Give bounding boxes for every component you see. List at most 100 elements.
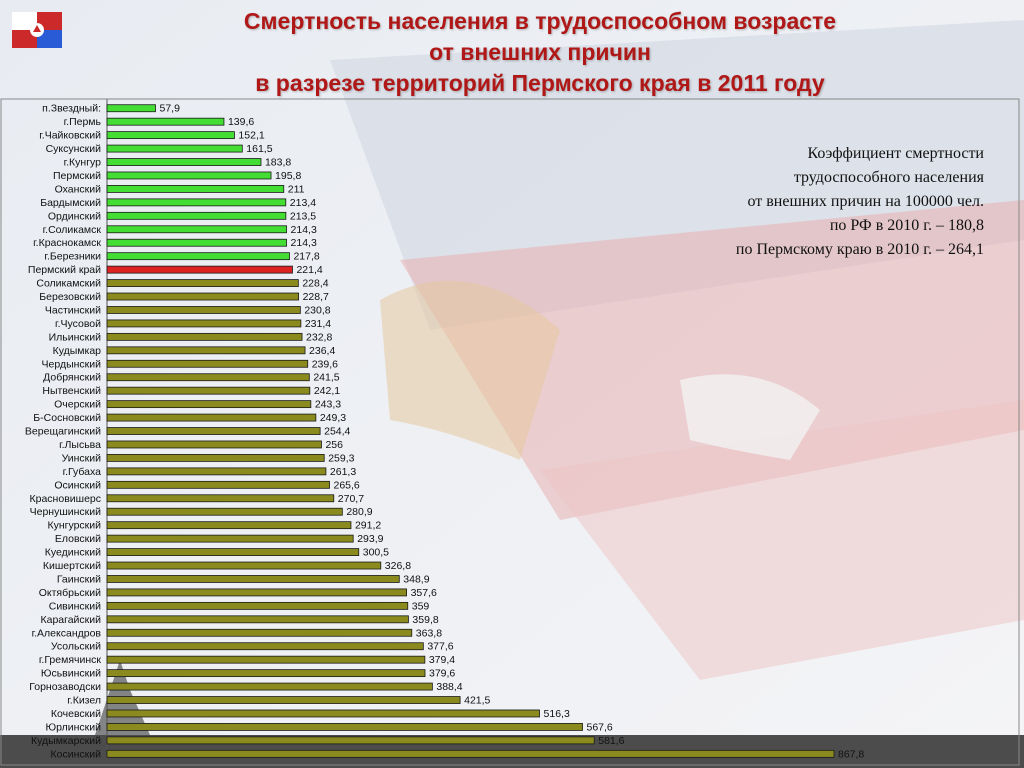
bar-value-label: 228,7 [303, 291, 329, 303]
category-label: Карагайский [40, 614, 101, 626]
bar-value-label: 249,3 [320, 412, 346, 424]
category-label: Березовский [39, 291, 101, 303]
category-label: г.Чайковский [39, 130, 101, 142]
bar-value-label: 567,6 [587, 721, 613, 733]
bar [106, 440, 322, 449]
category-label: Очерский [54, 399, 101, 411]
bar-value-label: 217,8 [293, 251, 319, 263]
bar [106, 400, 312, 409]
bar [106, 427, 321, 435]
category-label: Косинский [51, 748, 102, 760]
category-label: г.Краснокамск [33, 237, 101, 249]
bar-value-label: 214,3 [291, 237, 317, 249]
bar-value-label: 211 [288, 183, 305, 195]
bar [106, 413, 317, 422]
bar-value-label: 270,7 [338, 493, 364, 505]
category-label: Усольский [51, 641, 101, 653]
bar [106, 319, 302, 328]
category-label: Юсьвинский [41, 668, 101, 680]
bar [106, 480, 330, 489]
bar-value-label: 293,9 [357, 533, 383, 545]
bar [106, 265, 293, 274]
bar [106, 346, 306, 355]
bar-value-label: 348,9 [403, 573, 429, 585]
bar-value-label: 300,5 [363, 547, 389, 559]
category-label: Красновишерс [30, 493, 101, 505]
bar [106, 709, 540, 718]
category-label: г.Губаха [63, 466, 102, 478]
category-label: Чердынский [42, 358, 102, 370]
note-line-2: трудоспособного населения [793, 169, 984, 186]
bar-value-label: 581,6 [598, 735, 624, 747]
bar [106, 252, 290, 261]
bar-value-label: 254,4 [324, 426, 350, 438]
bar-value-label: 326,8 [385, 560, 411, 572]
bar-value-label: 516,3 [544, 708, 570, 720]
bar [106, 575, 400, 583]
category-label: Сивинский [49, 600, 101, 612]
category-label: Б-Сосновский [33, 412, 101, 424]
bar-value-label: 57,9 [160, 103, 181, 115]
reference-note: Коэффициент смертности трудоспособного н… [584, 142, 984, 262]
bar [106, 534, 354, 543]
bar-value-label: 241,5 [313, 372, 339, 384]
bar-value-label: 195,8 [275, 170, 301, 182]
category-label: п.Звездный: [42, 103, 101, 115]
bar-value-label: 291,2 [355, 520, 381, 532]
category-label: Кудымкарский [31, 735, 101, 747]
bar [106, 548, 360, 556]
bar [106, 696, 461, 704]
bar [106, 225, 287, 234]
bar [106, 104, 156, 113]
bar [106, 601, 409, 610]
category-label: Пермский край [28, 264, 101, 276]
note-line-5: по Пермскому краю в 2010 г. – 264,1 [735, 241, 984, 258]
category-label: Куединский [45, 547, 101, 559]
note-line-4: по РФ в 2010 г. – 180,8 [829, 217, 984, 234]
bar-value-label: 867,8 [838, 748, 864, 760]
bar [106, 373, 310, 382]
category-label: г.Кунгур [64, 157, 102, 169]
category-label: Бардымский [40, 197, 101, 209]
bar [106, 467, 327, 476]
chart-frame [0, 98, 1020, 766]
category-label: г.Лысьва [59, 439, 101, 451]
bar [106, 723, 583, 731]
bar [106, 332, 303, 341]
bar [106, 561, 382, 570]
bar [106, 359, 309, 368]
bar-value-label: 379,6 [429, 668, 455, 680]
bar-value-label: 359 [412, 600, 430, 612]
category-label: Кунгурский [47, 520, 101, 532]
category-label: Уинский [62, 452, 102, 464]
bar-value-label: 214,3 [291, 224, 317, 236]
category-label: Кочевский [51, 708, 101, 720]
bar-value-label: 239,6 [312, 358, 338, 370]
category-label: г.Пермь [64, 116, 102, 128]
bar [106, 279, 299, 287]
bar [106, 454, 325, 462]
bar-value-label: 261,3 [330, 466, 356, 478]
category-label: Кишертский [43, 560, 101, 572]
bar-value-label: 359,8 [412, 614, 438, 626]
bar-value-label: 280,9 [346, 506, 372, 518]
category-label: Ординский [48, 210, 101, 222]
bar-value-label: 242,1 [314, 385, 340, 397]
bar-value-label: 161,5 [246, 143, 272, 155]
bar-value-label: 265,6 [334, 479, 360, 491]
page-title: Смертность населения в трудоспособном во… [140, 6, 940, 99]
category-label: Кудымкар [53, 345, 102, 357]
bar [106, 507, 343, 516]
bar-value-label: 183,8 [265, 157, 291, 169]
category-label: г.Гремячинск [39, 654, 102, 666]
bar-value-label: 388,4 [436, 681, 462, 693]
bar [106, 682, 433, 691]
bar [106, 198, 287, 207]
category-label: Частинский [45, 304, 101, 316]
category-label: Горнозаводски [29, 681, 101, 693]
category-label: Пермский [53, 170, 101, 182]
category-label: Верещагинский [25, 426, 101, 438]
bar [106, 642, 424, 651]
bar-value-label: 377,6 [427, 641, 453, 653]
